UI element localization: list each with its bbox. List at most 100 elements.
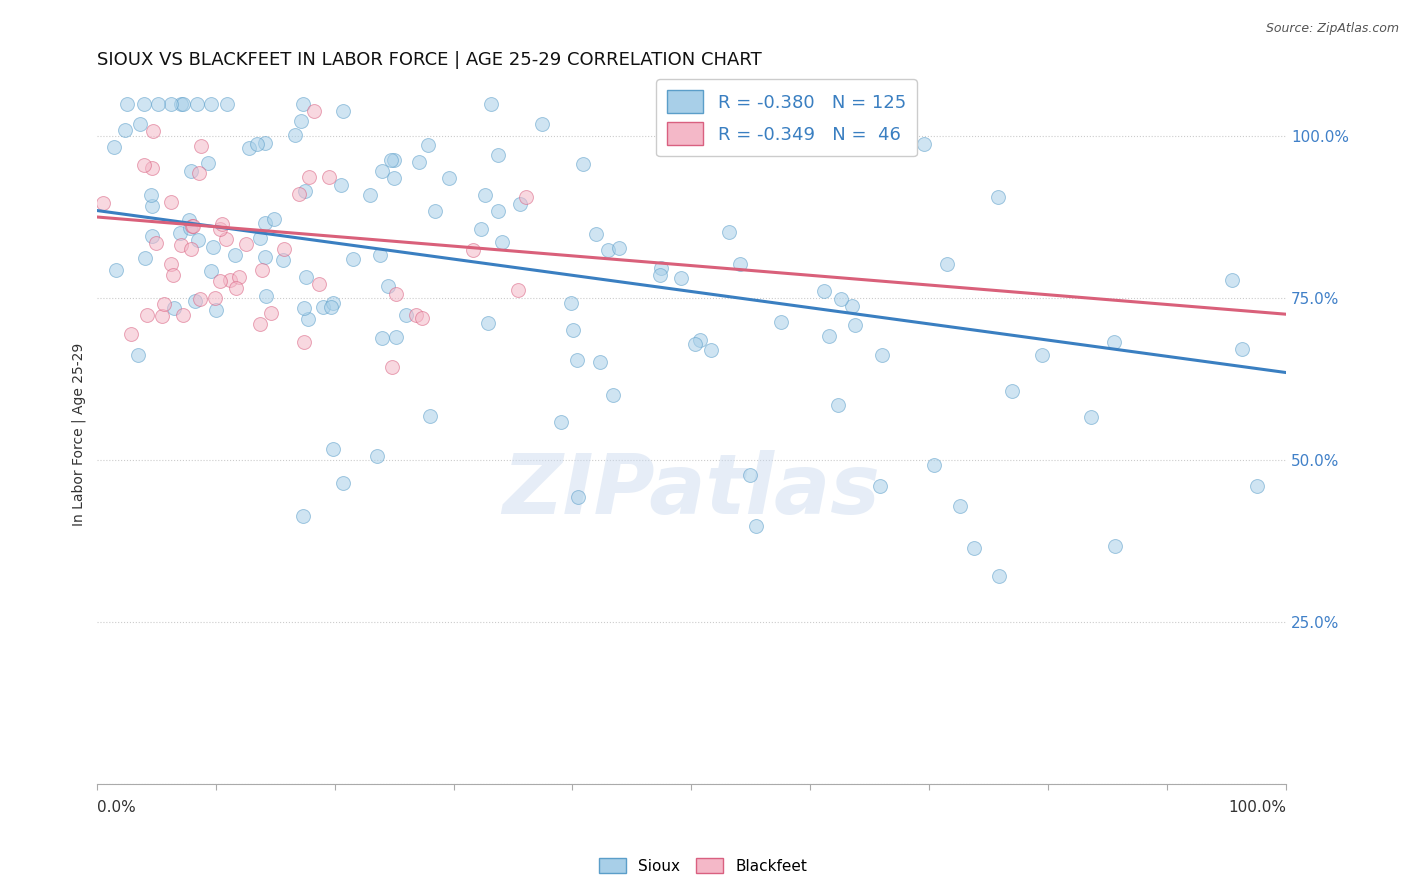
Point	[225, 281, 247, 295]
Point	[491, 235, 513, 249]
Point	[200, 96, 222, 111]
Point	[291, 96, 314, 111]
Point	[180, 164, 202, 178]
Point	[295, 270, 318, 285]
Point	[263, 211, 285, 226]
Point	[870, 348, 893, 362]
Point	[463, 243, 485, 257]
Point	[700, 343, 723, 357]
Point	[515, 190, 537, 204]
Point	[1080, 409, 1102, 424]
Point	[572, 157, 595, 171]
Point	[319, 300, 342, 314]
Point	[332, 475, 354, 490]
Point	[135, 308, 157, 322]
Point	[470, 221, 492, 235]
Point	[550, 415, 572, 429]
Text: Source: ZipAtlas.com: Source: ZipAtlas.com	[1265, 22, 1399, 36]
Point	[405, 308, 427, 322]
Point	[988, 569, 1011, 583]
Point	[302, 104, 325, 119]
Point	[1031, 348, 1053, 362]
Point	[148, 96, 170, 111]
Point	[830, 292, 852, 306]
Point	[253, 216, 276, 230]
Point	[245, 136, 267, 151]
Point	[297, 312, 319, 326]
Point	[359, 187, 381, 202]
Point	[169, 227, 191, 241]
Point	[745, 518, 768, 533]
Point	[103, 140, 125, 154]
Point	[371, 331, 394, 345]
Point	[180, 219, 202, 233]
Point	[205, 303, 228, 318]
Point	[1102, 334, 1125, 349]
Point	[602, 388, 624, 402]
Point	[127, 348, 149, 362]
Point	[224, 248, 246, 262]
Point	[1246, 479, 1268, 493]
Point	[249, 317, 271, 331]
Point	[384, 153, 406, 167]
Point	[342, 252, 364, 267]
Legend: R = -0.380   N = 125, R = -0.349   N =  46: R = -0.380 N = 125, R = -0.349 N = 46	[657, 79, 917, 156]
Point	[1104, 539, 1126, 553]
Point	[869, 479, 891, 493]
Point	[188, 166, 211, 180]
Point	[200, 263, 222, 277]
Text: ZIPatlas: ZIPatlas	[502, 450, 880, 531]
Point	[179, 221, 201, 235]
Point	[477, 316, 499, 330]
Text: 100.0%: 100.0%	[1227, 800, 1286, 815]
Point	[567, 491, 589, 505]
Point	[1001, 384, 1024, 398]
Point	[235, 237, 257, 252]
Point	[963, 541, 986, 555]
Point	[211, 217, 233, 231]
Point	[322, 296, 344, 310]
Point	[419, 409, 441, 424]
Point	[249, 231, 271, 245]
Point	[172, 308, 194, 322]
Y-axis label: In Labor Force | Age 25-29: In Labor Force | Age 25-29	[72, 343, 86, 525]
Point	[129, 117, 152, 131]
Point	[385, 287, 408, 301]
Point	[479, 96, 502, 111]
Point	[197, 155, 219, 169]
Point	[294, 184, 316, 198]
Point	[292, 301, 315, 315]
Point	[170, 238, 193, 252]
Point	[271, 252, 294, 267]
Point	[142, 124, 165, 138]
Point	[329, 178, 352, 192]
Point	[160, 257, 183, 271]
Point	[596, 243, 619, 257]
Point	[254, 288, 277, 302]
Point	[508, 284, 530, 298]
Point	[238, 141, 260, 155]
Point	[186, 96, 208, 111]
Point	[152, 297, 174, 311]
Point	[204, 291, 226, 305]
Point	[254, 250, 277, 264]
Point	[371, 164, 394, 178]
Point	[738, 468, 761, 483]
Point	[215, 96, 238, 111]
Point	[308, 277, 330, 291]
Point	[717, 225, 740, 239]
Point	[252, 263, 274, 277]
Point	[366, 449, 388, 463]
Point	[987, 189, 1010, 203]
Point	[683, 337, 706, 351]
Point	[332, 103, 354, 118]
Point	[474, 188, 496, 202]
Point	[437, 170, 460, 185]
Point	[202, 240, 225, 254]
Point	[208, 274, 231, 288]
Point	[509, 196, 531, 211]
Point	[385, 330, 408, 344]
Point	[141, 199, 163, 213]
Point	[190, 138, 212, 153]
Point	[298, 169, 321, 184]
